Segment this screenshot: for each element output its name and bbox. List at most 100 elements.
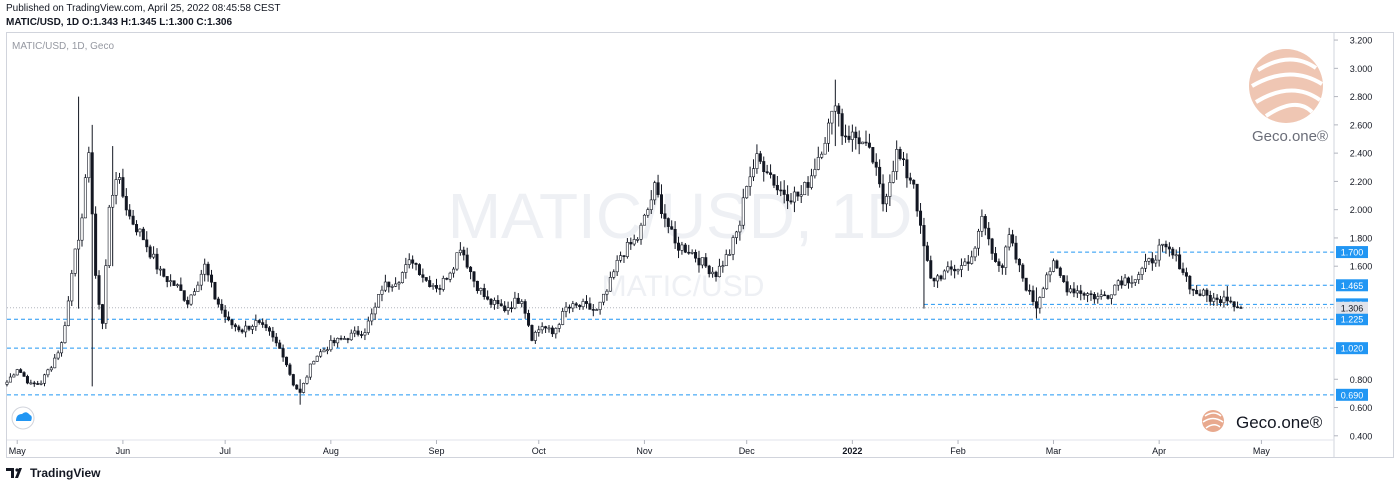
candle [1188, 274, 1192, 295]
candle [189, 294, 193, 306]
candle [186, 296, 190, 309]
level-badge[interactable]: 0.690 [1336, 388, 1368, 401]
candle [1236, 301, 1240, 309]
candle [1089, 290, 1093, 301]
level-badge[interactable]: 1.465 [1336, 279, 1368, 292]
candle [315, 355, 319, 362]
candle [1096, 292, 1100, 304]
last-price-label: 1.306 [1341, 303, 1364, 313]
candle [567, 304, 571, 314]
candle [336, 337, 340, 348]
candle [895, 140, 899, 180]
candle [73, 248, 77, 277]
candle [353, 326, 357, 338]
tradingview-cloud-badge[interactable] [11, 406, 35, 430]
candle [377, 294, 381, 308]
candle [404, 257, 408, 279]
candle [1024, 277, 1028, 292]
candle [629, 237, 633, 250]
candle [659, 184, 663, 219]
candle [1219, 295, 1223, 307]
candle [847, 125, 851, 143]
candle [687, 244, 691, 255]
candle [305, 375, 309, 385]
ohlc-legend: MATIC/USD, 1D O:1.343 H:1.345 L:1.300 C:… [6, 17, 233, 28]
candle [1205, 288, 1209, 303]
candle [850, 124, 854, 152]
candle [107, 204, 111, 269]
price-tick-label: 1.800 [1350, 233, 1373, 243]
candle [1031, 285, 1035, 306]
candle [60, 341, 64, 357]
candle [400, 271, 404, 284]
candle [1195, 285, 1199, 295]
candle [445, 277, 449, 281]
candle [1239, 305, 1243, 309]
level-badge[interactable]: 1.225 [1336, 313, 1368, 326]
candle [370, 308, 374, 326]
candle [622, 255, 626, 263]
candle [677, 236, 681, 259]
last-price-badge[interactable]: 1.306 [1336, 301, 1368, 314]
candle [63, 321, 67, 344]
price-axis[interactable]: 3.200 3.000 2.800 2.600 2.400 2.200 2.000 1.800… [1333, 33, 1373, 457]
time-tick-label: Jun [116, 446, 131, 456]
candle [748, 166, 752, 196]
candle [782, 180, 786, 204]
time-tick-label: Nov [636, 446, 653, 456]
time-axis[interactable]: May Jun Jul Aug Sep Oct Nov Dec 2022 Feb Mar Apr May [7, 439, 1334, 456]
candle [833, 79, 837, 147]
candle [994, 246, 998, 263]
candle [90, 124, 94, 387]
candle [1051, 258, 1055, 273]
candle [421, 268, 425, 283]
candle [36, 380, 40, 385]
candle [1086, 292, 1090, 303]
candle [145, 231, 149, 253]
candle [111, 146, 115, 267]
geco-brand-bottom: Geco.one® [1236, 413, 1323, 432]
candle [288, 362, 292, 377]
candle [479, 287, 483, 295]
candle [966, 254, 970, 271]
candle [233, 323, 237, 332]
candle [905, 153, 909, 188]
candle [458, 242, 462, 256]
candle [1007, 227, 1011, 251]
candle [25, 374, 29, 385]
candle [871, 147, 875, 165]
candle [765, 164, 769, 175]
candle [503, 301, 507, 313]
candle [919, 202, 923, 234]
candle [499, 299, 503, 307]
candle [175, 283, 179, 288]
candle [1130, 275, 1134, 288]
candle [206, 261, 210, 282]
candle [1116, 279, 1120, 291]
candle [441, 275, 445, 292]
candle [199, 269, 203, 291]
candle [1014, 235, 1018, 264]
candle [533, 330, 537, 344]
time-tick-label: May [1253, 446, 1271, 456]
candle [936, 274, 940, 288]
candle [203, 258, 207, 282]
candle [42, 373, 46, 387]
candle [223, 305, 227, 323]
candle [595, 308, 599, 311]
candle [615, 255, 619, 276]
candle [980, 209, 984, 238]
level-badge-label: 1.465 [1341, 281, 1364, 291]
level-badge[interactable]: 1.700 [1336, 246, 1368, 259]
price-tick-label: 3.000 [1350, 64, 1373, 74]
level-badge[interactable]: 1.020 [1336, 342, 1368, 355]
candle [925, 241, 929, 262]
candle [516, 293, 520, 304]
candle [775, 175, 779, 196]
candle [942, 269, 946, 280]
candle [625, 238, 629, 259]
chart-title: MATIC/USD, 1D, Geco [12, 41, 114, 52]
candle [758, 150, 762, 165]
candle [1069, 285, 1073, 294]
